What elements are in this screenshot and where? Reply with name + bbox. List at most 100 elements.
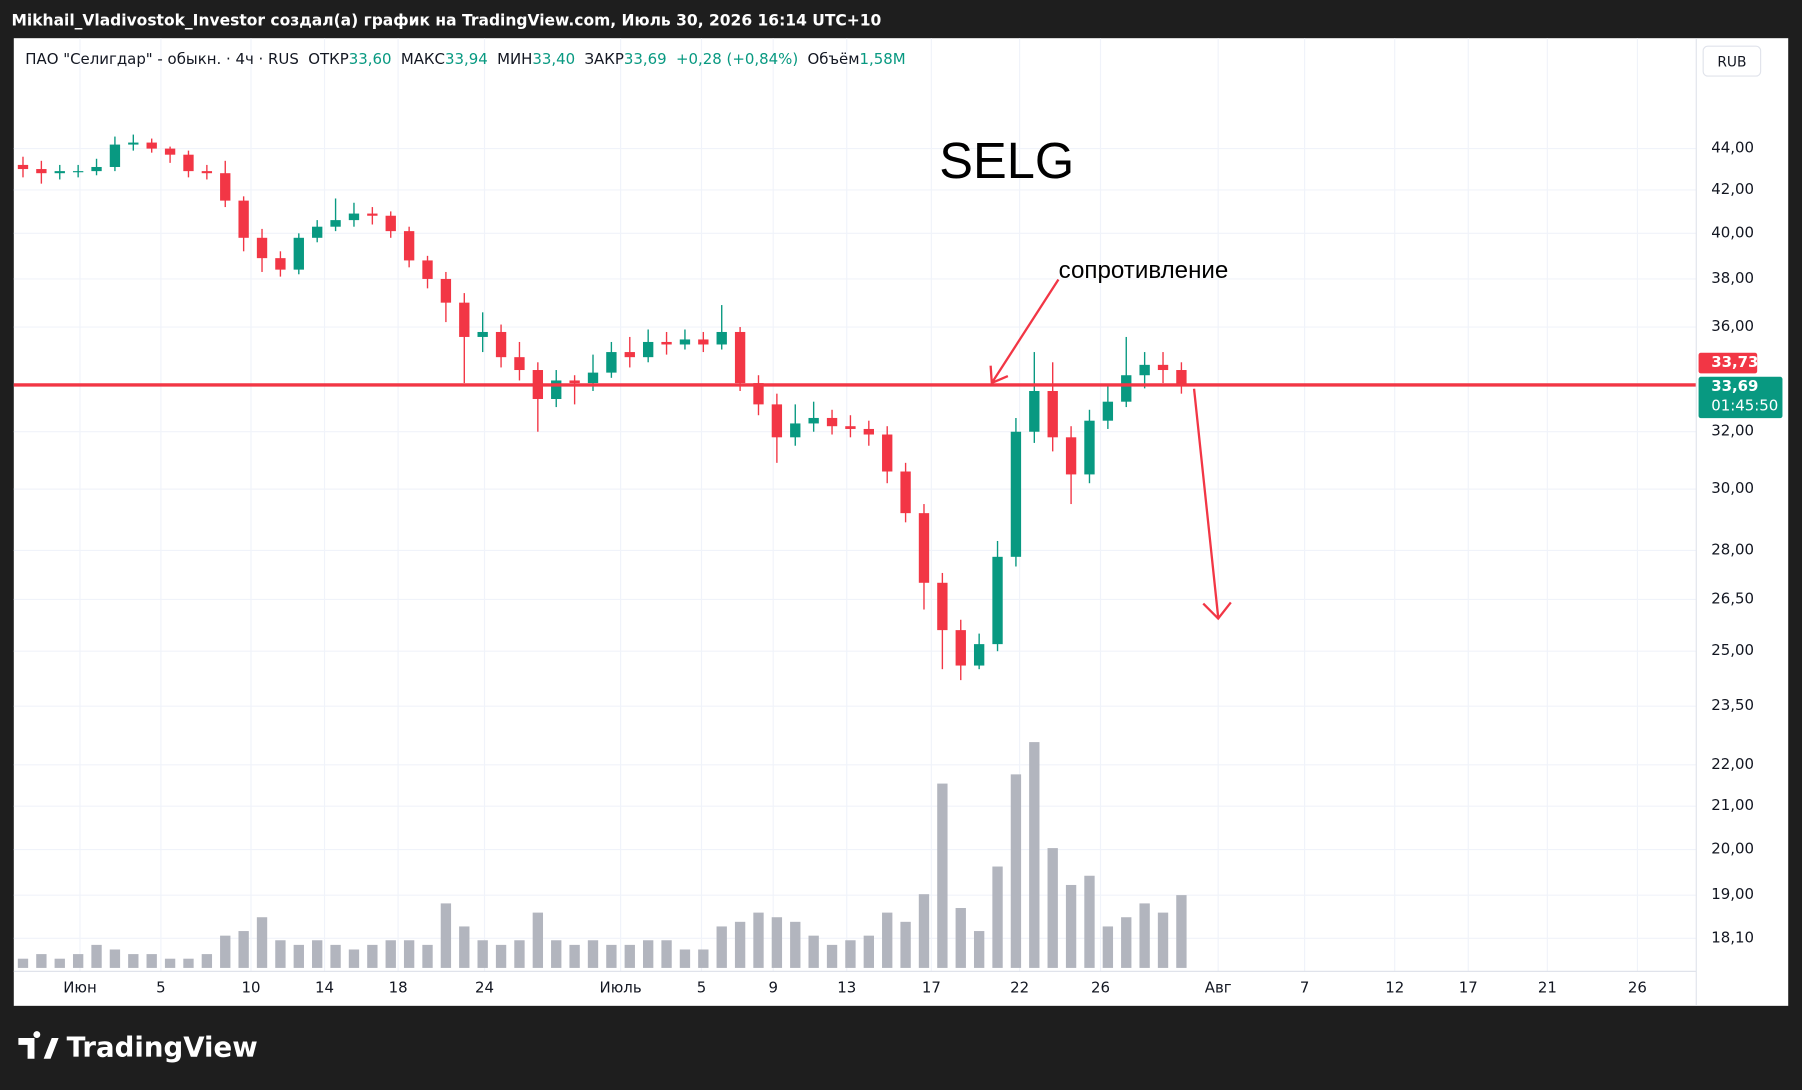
volume-bar [753, 912, 764, 968]
volume-bar [1029, 742, 1040, 968]
logo-icon [18, 1031, 59, 1059]
x-tick-label: 13 [837, 979, 856, 997]
candle-body [495, 331, 507, 358]
candle-body [734, 331, 746, 384]
candle-body [1047, 391, 1058, 438]
x-tick-label: 18 [389, 979, 408, 997]
volume-bar [312, 940, 323, 968]
candle-body [367, 213, 378, 216]
candle-body [1121, 375, 1132, 402]
candle-body [937, 582, 948, 631]
x-tick-label: 21 [1538, 979, 1557, 997]
y-tick-label: 36,00 [1711, 317, 1754, 335]
candle-body [716, 331, 727, 345]
arrow-down [1192, 388, 1232, 621]
x-tick-label: 22 [1010, 979, 1029, 997]
volume-bar [385, 940, 396, 968]
candle-body [1084, 420, 1095, 475]
candle-body [238, 200, 249, 238]
volume-bar [72, 954, 84, 968]
candle-body [661, 341, 672, 345]
candle-body [1029, 391, 1040, 432]
volume-bar [918, 894, 930, 968]
y-tick-label: 22,00 [1711, 755, 1754, 773]
y-tick-label: 19,00 [1711, 885, 1754, 903]
volume-bar [91, 944, 102, 968]
volume-bar [164, 958, 176, 968]
volume-bar [1084, 875, 1095, 968]
candle-body [146, 142, 157, 149]
currency[interactable]: RUB [1717, 54, 1746, 70]
candle-body [826, 417, 838, 427]
y-tick-label: 32,00 [1711, 422, 1754, 440]
legend-high: 33,94 [445, 50, 488, 68]
arrow-resistance [989, 278, 1060, 385]
hline-price-box [1698, 352, 1758, 374]
volume-bar [642, 940, 654, 968]
candle-body [569, 380, 580, 384]
x-tick-label: 26 [1628, 979, 1647, 997]
candle-body [293, 237, 304, 270]
candle-body [201, 171, 213, 174]
volume-bar [1176, 895, 1187, 968]
x-tick-label: 5 [697, 979, 707, 997]
annotation: сопротивление [1059, 257, 1229, 284]
x-tick-label: 26 [1091, 979, 1110, 997]
candle-body [918, 513, 930, 583]
candle-body [330, 220, 341, 227]
x-tick-label: 7 [1300, 979, 1310, 997]
legend-symbol: ПАО "Селигдар" - обыкн. · 4ч · RUS [25, 50, 299, 68]
candle-body [256, 237, 268, 259]
volume-bar [937, 783, 948, 968]
candle-body [1010, 431, 1022, 557]
author-line: Mikhail_Vladivostok_Investor создал(а) г… [11, 11, 881, 29]
y-tick-label: 38,00 [1711, 269, 1754, 287]
legend-close: 33,69 [624, 50, 667, 68]
candle-body [587, 372, 599, 384]
candle-body [624, 352, 635, 358]
legend-open: 33,60 [349, 50, 392, 68]
candle-body [900, 471, 911, 514]
volume-bar [275, 940, 286, 968]
legend-low-label: МИН [497, 50, 532, 68]
y-tick-label: 42,00 [1711, 180, 1754, 198]
x-tick-label: Авг [1205, 979, 1232, 997]
countdown: 01:45:50 [1711, 397, 1778, 415]
candle-body [1065, 437, 1077, 475]
volume-bar [440, 903, 452, 968]
brand: TradingView [67, 1030, 258, 1063]
volume-bar [36, 954, 47, 968]
y-tick-label: 20,00 [1711, 840, 1754, 858]
candle-body [1157, 364, 1169, 371]
x-tick-label: 24 [475, 979, 494, 997]
volume-bar [367, 944, 378, 968]
volume-bar [532, 912, 544, 968]
candle-body [91, 166, 102, 172]
candle-body [753, 383, 764, 405]
candle-body [771, 404, 783, 438]
volume-bar [495, 944, 507, 968]
volume-bar [569, 944, 580, 968]
candle-body [1139, 364, 1150, 376]
x-tick-label: Июль [600, 979, 642, 997]
volume-bar [403, 940, 415, 968]
legend-volume-label: Объём [808, 50, 860, 68]
volume-bar [201, 954, 213, 968]
currency-button[interactable] [1702, 45, 1762, 77]
legend-low: 33,40 [532, 50, 575, 68]
volume-bar [771, 917, 783, 968]
x-tick-label: 5 [156, 979, 166, 997]
candle-body [863, 428, 874, 435]
candle-body [459, 302, 470, 337]
volume-bar [992, 866, 1003, 968]
volume-bar [183, 958, 194, 968]
volume-bar [734, 921, 746, 968]
logo-mark [18, 1031, 59, 1059]
candle-body [220, 173, 231, 201]
volume-bar [955, 908, 966, 968]
volume-bar [293, 944, 304, 968]
candle-body [1176, 370, 1187, 386]
candle-body [698, 339, 709, 345]
